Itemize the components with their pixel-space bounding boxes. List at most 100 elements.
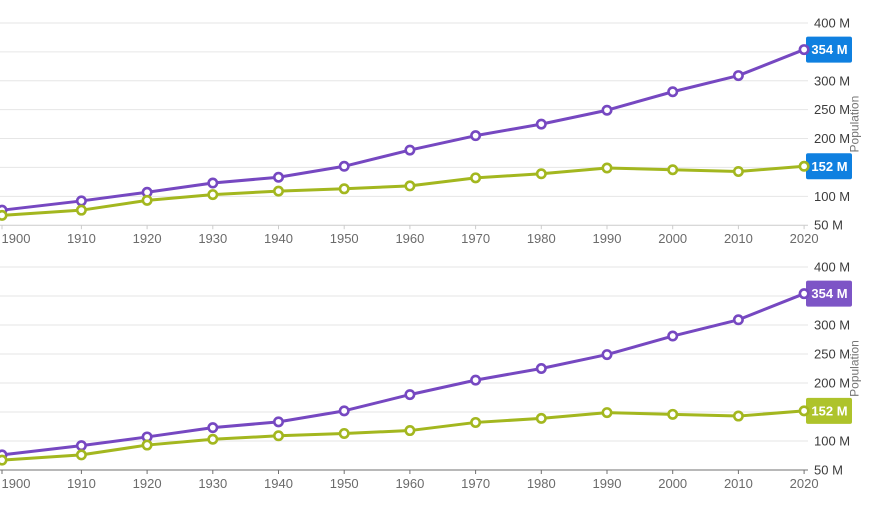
x-axis-label: 1940 <box>264 231 293 246</box>
series-line-green <box>1 409 805 462</box>
data-point-marker-purple <box>667 86 679 98</box>
x-axis-label: 2000 <box>658 476 687 491</box>
x-axis-label: 1910 <box>67 476 96 491</box>
x-axis-label: 1900 <box>2 231 31 246</box>
data-point-marker-green <box>272 430 284 442</box>
data-point-marker-purple <box>798 44 810 56</box>
data-point-marker-purple <box>535 118 547 130</box>
data-point-marker-green <box>141 439 153 451</box>
x-axis-label: 1930 <box>198 231 227 246</box>
data-point-marker-green <box>75 204 87 216</box>
x-axis-label: 1920 <box>133 476 162 491</box>
data-point-marker-purple <box>338 160 350 172</box>
data-point-marker-green <box>207 189 219 201</box>
data-point-marker-green <box>470 172 482 184</box>
data-point-marker-green <box>667 164 679 176</box>
data-point-marker-green <box>732 410 744 422</box>
data-point-marker-green <box>207 433 219 445</box>
y-axis-label: 200 M <box>814 376 850 391</box>
x-axis-label: 2010 <box>724 476 753 491</box>
data-point-marker-purple <box>207 177 219 189</box>
data-point-marker-purple <box>535 363 547 375</box>
x-axis-label: 1920 <box>133 231 162 246</box>
y-axis-label: 300 M <box>814 73 850 88</box>
data-point-marker-green <box>732 165 744 177</box>
data-point-marker-purple <box>404 389 416 401</box>
data-point-marker-purple <box>75 195 87 207</box>
data-point-marker-green <box>0 209 8 221</box>
data-point-marker-purple <box>732 70 744 82</box>
data-point-marker-green <box>404 180 416 192</box>
callout-label: 354 M <box>811 286 847 301</box>
data-point-marker-green <box>798 405 810 417</box>
data-point-marker-green <box>0 454 8 466</box>
data-point-marker-green <box>535 412 547 424</box>
x-axis-label: 2000 <box>658 231 687 246</box>
y-axis-label: 50 M <box>814 463 843 478</box>
x-axis-label: 1960 <box>395 476 424 491</box>
callout-box <box>806 397 852 424</box>
callout-box <box>806 153 852 180</box>
x-axis-label: 2010 <box>724 231 753 246</box>
final-value-callout-green: 152 M <box>798 397 852 424</box>
x-axis-label: 1930 <box>198 476 227 491</box>
data-point-marker-green <box>798 160 810 172</box>
data-point-marker-purple <box>404 144 416 156</box>
callout-label: 152 M <box>811 403 847 418</box>
y-axis-label: 50 M <box>814 218 843 233</box>
data-point-marker-purple <box>601 104 613 116</box>
data-point-marker-purple <box>338 405 350 417</box>
y-axis-label: 400 M <box>814 16 850 31</box>
data-point-marker-purple <box>207 422 219 434</box>
data-point-marker-green <box>141 194 153 206</box>
y-axis-title: Population <box>848 96 862 153</box>
data-point-marker-purple <box>667 330 679 342</box>
data-point-marker-green <box>535 168 547 180</box>
x-axis-label: 1940 <box>264 476 293 491</box>
data-point-marker-purple <box>75 440 87 452</box>
x-axis-label: 1970 <box>461 476 490 491</box>
data-point-marker-purple <box>470 374 482 386</box>
data-point-marker-green <box>667 408 679 420</box>
data-point-marker-green <box>404 425 416 437</box>
x-axis-label: 1980 <box>527 231 556 246</box>
x-axis-label: 1900 <box>2 476 31 491</box>
callout-box <box>806 36 852 63</box>
x-axis-label: 2020 <box>790 231 819 246</box>
data-point-marker-green <box>601 162 613 174</box>
data-point-marker-green <box>470 416 482 428</box>
data-point-marker-green <box>601 407 613 419</box>
y-axis-label: 400 M <box>814 260 850 275</box>
x-axis-label: 2020 <box>790 476 819 491</box>
x-axis-label: 1950 <box>330 476 359 491</box>
y-axis-title: Population <box>848 340 862 397</box>
final-value-callout-purple: 354 M <box>798 36 852 63</box>
data-point-marker-green <box>338 183 350 195</box>
y-axis-label: 300 M <box>814 318 850 333</box>
final-value-callout-purple: 354 M <box>798 280 852 307</box>
y-axis-label: 200 M <box>814 131 850 146</box>
x-axis-label: 1910 <box>67 231 96 246</box>
y-axis-label: 100 M <box>814 189 850 204</box>
data-point-marker-purple <box>272 171 284 183</box>
callout-box <box>806 280 852 307</box>
y-axis-label: 250 M <box>814 102 850 117</box>
data-point-marker-green <box>75 449 87 461</box>
y-axis-label: 100 M <box>814 434 850 449</box>
data-point-marker-purple <box>470 130 482 142</box>
x-axis-label: 1970 <box>461 231 490 246</box>
data-point-marker-purple <box>798 288 810 300</box>
data-point-marker-green <box>338 427 350 439</box>
callout-label: 354 M <box>811 42 847 57</box>
callout-label: 152 M <box>811 159 847 174</box>
x-axis-label: 1960 <box>395 231 424 246</box>
data-point-marker-purple <box>732 314 744 326</box>
data-point-marker-green <box>272 185 284 197</box>
x-axis-label: 1980 <box>527 476 556 491</box>
data-point-marker-purple <box>601 349 613 361</box>
y-axis-label: 250 M <box>814 347 850 362</box>
x-axis-label: 1990 <box>593 476 622 491</box>
